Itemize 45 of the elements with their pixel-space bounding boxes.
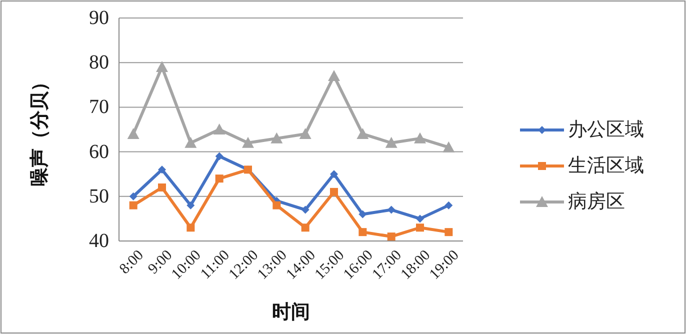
point <box>330 170 338 178</box>
x-tick-label: 8:00 <box>116 247 147 278</box>
y-tick-label: 90 <box>89 7 109 29</box>
point <box>358 228 367 236</box>
point <box>301 224 310 232</box>
point <box>328 70 340 81</box>
point <box>416 224 424 232</box>
legend-label: 病房区 <box>568 190 625 212</box>
point <box>444 228 453 236</box>
point <box>129 201 138 210</box>
point <box>414 132 426 144</box>
point <box>215 174 224 183</box>
point <box>301 206 310 214</box>
legend-label: 办公区域 <box>568 120 644 140</box>
point <box>358 210 367 218</box>
point <box>387 232 396 241</box>
point <box>158 166 166 174</box>
y-axis-title: 噪声（分贝） <box>28 72 50 186</box>
point <box>186 224 195 232</box>
point <box>129 192 138 200</box>
point <box>156 61 168 72</box>
point <box>444 201 453 210</box>
y-tick-label: 60 <box>89 140 109 163</box>
y-tick-label: 80 <box>89 52 109 74</box>
point <box>272 201 281 210</box>
point <box>127 128 140 139</box>
legend-label: 生活区域 <box>568 156 644 176</box>
point <box>184 136 197 148</box>
point <box>270 132 283 144</box>
y-tick-label: 70 <box>89 96 109 118</box>
point <box>299 128 312 139</box>
point <box>385 136 398 148</box>
point <box>416 214 424 223</box>
y-tick-label: 40 <box>89 230 109 252</box>
point <box>158 183 166 192</box>
point <box>213 124 226 134</box>
x-axis-title: 时间 <box>272 301 310 323</box>
point <box>186 201 195 210</box>
point <box>242 136 254 148</box>
point <box>215 152 224 160</box>
point <box>442 141 455 152</box>
point <box>387 206 396 214</box>
y-tick-label: 50 <box>89 185 109 208</box>
point <box>330 188 338 196</box>
point <box>356 128 369 139</box>
